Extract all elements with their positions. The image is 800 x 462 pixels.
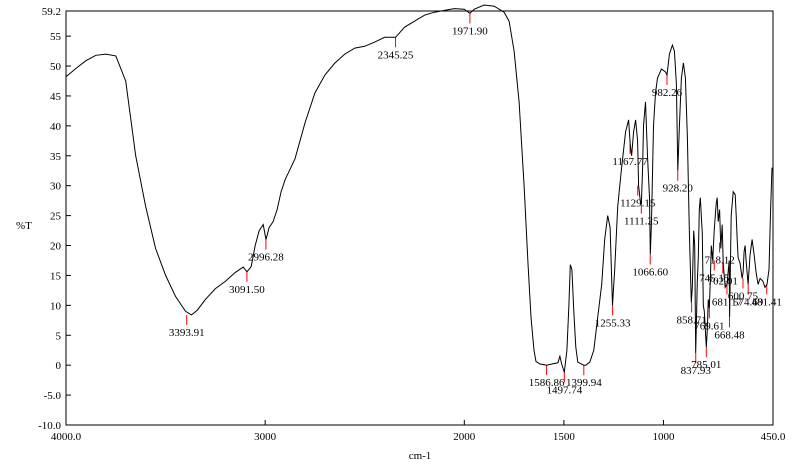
peak-label: 1167.77 bbox=[612, 156, 648, 168]
y-tick-label: 10 bbox=[50, 300, 62, 312]
peak-label: 858.71 bbox=[676, 314, 706, 326]
series-line bbox=[65, 4, 773, 373]
peak-label: 745.15 bbox=[699, 272, 730, 284]
y-tick-label: -5.0 bbox=[44, 390, 62, 402]
peak-label: 1255.33 bbox=[595, 317, 631, 329]
peak-label: 681.17 bbox=[712, 296, 743, 308]
x-tick-label: 4000.0 bbox=[51, 431, 82, 443]
peak-label: 1399.94 bbox=[566, 377, 602, 389]
peak-markers bbox=[186, 13, 768, 383]
peak-label: 668.48 bbox=[714, 329, 745, 341]
x-tick-label: 1000 bbox=[652, 431, 675, 443]
y-tick-label: -10.0 bbox=[38, 420, 61, 432]
peak-label: 769.61 bbox=[694, 320, 724, 332]
peak-label: 481.41 bbox=[752, 296, 782, 308]
peak-label: 1971.90 bbox=[452, 25, 488, 37]
x-tick-label: 3000 bbox=[254, 431, 277, 443]
y-tick-label: 20 bbox=[50, 241, 62, 253]
peak-label: 837.93 bbox=[681, 365, 712, 377]
plot-frame bbox=[65, 10, 774, 426]
y-tick-label: 35 bbox=[50, 151, 62, 163]
y-tick-label: 25 bbox=[50, 211, 62, 223]
x-tick-label: 450.0 bbox=[761, 431, 786, 443]
peak-label: 1497.74 bbox=[546, 384, 582, 396]
peak-label: 928.20 bbox=[663, 183, 694, 195]
y-tick-label: 30 bbox=[50, 181, 62, 193]
peak-label: 702.01 bbox=[708, 275, 738, 287]
y-tick-label: 59.2 bbox=[42, 6, 61, 18]
peak-label: 982.26 bbox=[652, 87, 683, 99]
peak-label: 718.12 bbox=[704, 255, 734, 267]
y-tick-label: 0 bbox=[56, 360, 62, 372]
x-axis-title: cm-1 bbox=[409, 450, 432, 462]
peak-label: 600.75 bbox=[728, 290, 759, 302]
y-axis-title: %T bbox=[16, 220, 32, 232]
peak-label: 1129.15 bbox=[620, 198, 656, 210]
peak-labels: 3393.91 3091.50 2996.28 2345.25 1971.90 1586.… bbox=[169, 25, 782, 396]
peak-label: 2996.28 bbox=[248, 252, 284, 264]
y-tick-label: 45 bbox=[50, 91, 62, 103]
y-tick-label: 55 bbox=[50, 31, 62, 43]
y-tick-label: 50 bbox=[50, 61, 62, 73]
y-tick-label: 40 bbox=[50, 121, 62, 133]
peak-label: 1066.60 bbox=[632, 266, 668, 278]
peak-label: 1111.25 bbox=[624, 216, 659, 228]
y-tick-label: 15 bbox=[50, 270, 62, 282]
peak-label: 785.01 bbox=[691, 359, 721, 371]
peak-label: 574.69 bbox=[733, 296, 764, 308]
peak-label: 1586.86 bbox=[529, 377, 565, 389]
peak-label: 2345.25 bbox=[378, 49, 414, 61]
peak-label: 3393.91 bbox=[169, 327, 205, 339]
peak-label: 3091.50 bbox=[229, 284, 265, 296]
x-axis-ticks: 4000.0 3000 2000 1500 1000 450.0 bbox=[51, 420, 786, 443]
y-tick-label: 5 bbox=[56, 330, 62, 342]
x-tick-label: 2000 bbox=[453, 431, 476, 443]
x-tick-label: 1500 bbox=[553, 431, 576, 443]
